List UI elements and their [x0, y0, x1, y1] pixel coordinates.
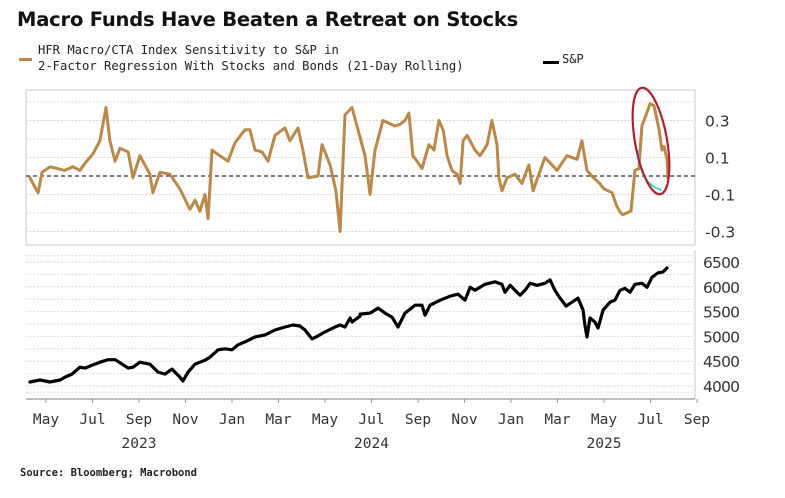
x-tick-label-month: Mar — [265, 412, 291, 428]
annotation-red-ellipse — [631, 86, 671, 196]
series-line-hfr-sensitivity — [28, 102, 670, 233]
bottom-y-tick-label: 4500 — [703, 353, 739, 371]
legend-label-line-2: 2-Factor Regression With Stocks and Bond… — [38, 59, 464, 73]
top-y-tick-label: -0.3 — [705, 224, 735, 242]
x-tick-label-month: Jul — [358, 412, 384, 428]
x-tick-label-month: Jan — [219, 412, 245, 428]
x-tick-label-month: Jul — [637, 412, 663, 428]
legend-swatch-sp — [543, 61, 559, 64]
x-tick-label-month: Sep — [684, 412, 710, 428]
x-tick-label-month: Mar — [544, 412, 570, 428]
x-tick-label-year: 2025 — [587, 436, 622, 452]
legend-label-sp: S&P — [562, 52, 584, 66]
bottom-y-tick-label: 6500 — [703, 254, 739, 272]
series-line-sp — [28, 266, 669, 384]
x-tick-label-month: May — [591, 412, 617, 428]
x-tick-label-month: Nov — [172, 412, 198, 428]
x-tick-label-month: Jul — [79, 412, 105, 428]
chart-title: Macro Funds Have Beaten a Retreat on Sto… — [17, 8, 519, 31]
legend-label-hfr: HFR Macro/CTA Index Sensitivity to S&P i… — [38, 42, 464, 74]
legend-swatch-hfr — [19, 58, 32, 61]
x-tick-label-month: Jan — [498, 412, 524, 428]
x-tick-label-month: Sep — [126, 412, 152, 428]
x-tick-label-month: May — [312, 412, 338, 428]
bottom-y-tick-label: 5500 — [703, 304, 739, 322]
bottom-y-tick-label: 5000 — [703, 328, 739, 346]
source-note: Source: Bloomberg; Macrobond — [20, 467, 198, 479]
legend-label-line-1: HFR Macro/CTA Index Sensitivity to S&P i… — [38, 43, 339, 57]
bottom-y-tick-label: 6000 — [703, 279, 739, 297]
top-y-tick-label: 0.1 — [705, 150, 730, 168]
x-tick-label-month: Sep — [405, 412, 431, 428]
top-y-tick-label: -0.1 — [705, 187, 735, 205]
x-tick-label-month: May — [33, 412, 59, 428]
bottom-y-tick-label: 4000 — [703, 378, 739, 396]
x-tick-label-year: 2023 — [122, 436, 157, 452]
top-panel-frame — [25, 89, 696, 246]
top-y-tick-label: 0.3 — [705, 113, 730, 131]
x-tick-label-month: Nov — [451, 412, 477, 428]
x-tick-label-year: 2024 — [354, 436, 389, 452]
